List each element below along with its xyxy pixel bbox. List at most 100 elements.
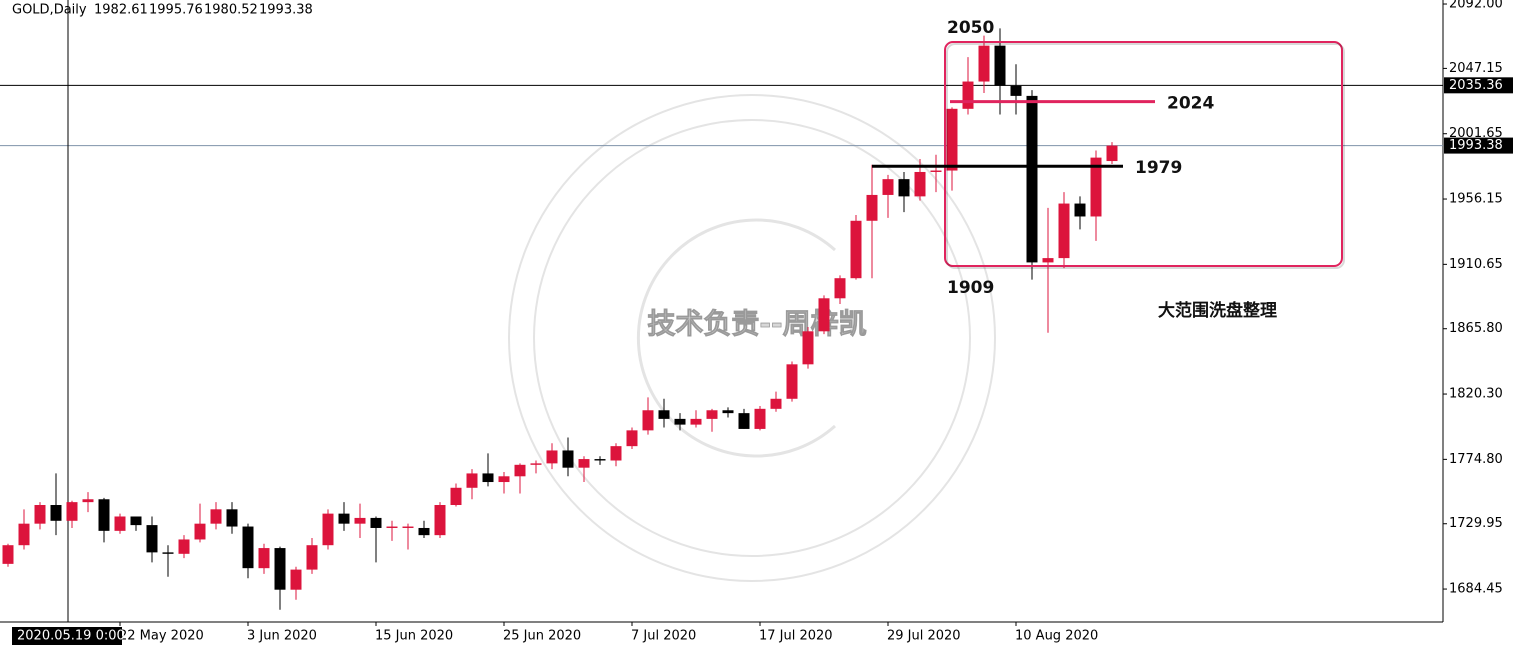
- candle-body: [610, 446, 622, 461]
- y-tick-label: 1729.95: [1449, 516, 1503, 531]
- candle-body: [434, 505, 446, 536]
- candle-body: [594, 459, 606, 461]
- candle-body: [978, 45, 990, 82]
- price-label-box: [1444, 77, 1513, 94]
- x-tick-label: 15 Jun 2020: [375, 629, 453, 644]
- candle-body: [706, 410, 718, 419]
- candle-body: [130, 516, 142, 526]
- x-tick-label: 7 Jul 2020: [631, 629, 696, 644]
- header-value: 1993.38: [259, 3, 313, 18]
- candle-body: [258, 548, 270, 569]
- candle-body: [498, 476, 510, 483]
- candle-body: [946, 108, 958, 171]
- candle-body: [82, 499, 94, 503]
- candle-body: [274, 548, 286, 590]
- candle-body: [482, 473, 494, 483]
- candle-body: [370, 517, 382, 528]
- watermark-logo: [508, 94, 996, 582]
- candle-body: [1090, 157, 1102, 217]
- symbol-label: GOLD,Daily: [12, 3, 87, 18]
- y-tick-label: 1774.80: [1449, 452, 1503, 467]
- candle-body: [466, 473, 478, 488]
- price-label: 1993.38: [1449, 138, 1503, 153]
- candle-body: [34, 505, 46, 524]
- candle-body: [178, 539, 190, 554]
- candle-body: [962, 81, 974, 109]
- date-label-box: [12, 627, 122, 645]
- candle-body: [530, 463, 542, 465]
- y-tick-label: 1684.45: [1449, 582, 1503, 597]
- candle-body: [210, 509, 222, 524]
- candle-body: [802, 331, 814, 365]
- candle-body: [322, 513, 334, 546]
- y-tick-label: 1820.30: [1449, 387, 1503, 402]
- candle-body: [114, 516, 126, 531]
- candle-body: [194, 523, 206, 540]
- candle-body: [1058, 203, 1070, 259]
- y-tick-label: 1910.65: [1449, 257, 1503, 272]
- candle-body: [338, 513, 350, 524]
- candle-body: [226, 509, 238, 527]
- candle-body: [626, 430, 638, 447]
- y-tick-label: 2047.15: [1449, 61, 1503, 76]
- candle-body: [674, 418, 686, 425]
- y-tick-label: 2001.65: [1449, 126, 1503, 141]
- candle-body: [402, 526, 414, 528]
- x-tick-label: 25 Jun 2020: [503, 629, 581, 644]
- candle-body: [418, 527, 430, 536]
- candle-body: [898, 179, 910, 197]
- annotation-text: 1909: [947, 278, 994, 298]
- candle-body: [1074, 203, 1086, 217]
- price-label-box: [1444, 137, 1513, 154]
- candle-body: [642, 410, 654, 431]
- candle-body: [818, 298, 830, 332]
- candle-body: [1026, 95, 1038, 263]
- header-value: 1982.61: [94, 3, 148, 18]
- candle-body: [930, 170, 942, 172]
- candle-body: [306, 545, 318, 570]
- candle-body: [1042, 258, 1054, 263]
- x-tick-label: 10 Aug 2020: [1015, 629, 1098, 644]
- candle-body: [850, 220, 862, 279]
- range-box-shadow: [946, 43, 1345, 269]
- candle-body: [162, 552, 174, 554]
- candle-body: [242, 526, 254, 569]
- candle-body: [882, 179, 894, 195]
- candle-body: [1106, 145, 1118, 162]
- candle-body: [98, 499, 110, 531]
- candle-body: [994, 45, 1006, 86]
- candle-body: [722, 410, 734, 414]
- candle-body: [738, 413, 750, 429]
- date-label: 2020.05.19 0:00: [17, 629, 125, 644]
- candle-body: [2, 545, 14, 564]
- candle-body: [770, 398, 782, 409]
- candle-body: [514, 464, 526, 477]
- candle-body: [18, 523, 30, 546]
- candle-body: [562, 450, 574, 468]
- candle-body: [146, 525, 158, 553]
- annotation-text: 大范围洗盘整理: [1158, 300, 1277, 321]
- candle-body: [690, 418, 702, 425]
- x-tick-label: 3 Jun 2020: [247, 629, 317, 644]
- candle-body: [834, 278, 846, 299]
- candle-body: [50, 505, 62, 521]
- candle-body: [386, 526, 398, 528]
- candle-body: [66, 502, 78, 521]
- watermark-text: 技术负责--周梓凯: [647, 307, 866, 340]
- price-label: 2035.36: [1449, 78, 1503, 93]
- candle-body: [290, 569, 302, 590]
- candle-body: [578, 459, 590, 468]
- y-tick-label: 2092.00: [1449, 0, 1503, 12]
- x-tick-label: 29 Jul 2020: [887, 629, 961, 644]
- x-tick-label: 22 May 2020: [119, 629, 204, 644]
- y-tick-label: 1956.15: [1449, 192, 1503, 207]
- candle-body: [914, 171, 926, 197]
- candle-body: [1010, 85, 1022, 96]
- annotation-label: 2024: [1167, 94, 1214, 114]
- candle-body: [354, 517, 366, 524]
- candle-body: [546, 450, 558, 464]
- candle-body: [754, 408, 766, 429]
- candle-body: [786, 364, 798, 399]
